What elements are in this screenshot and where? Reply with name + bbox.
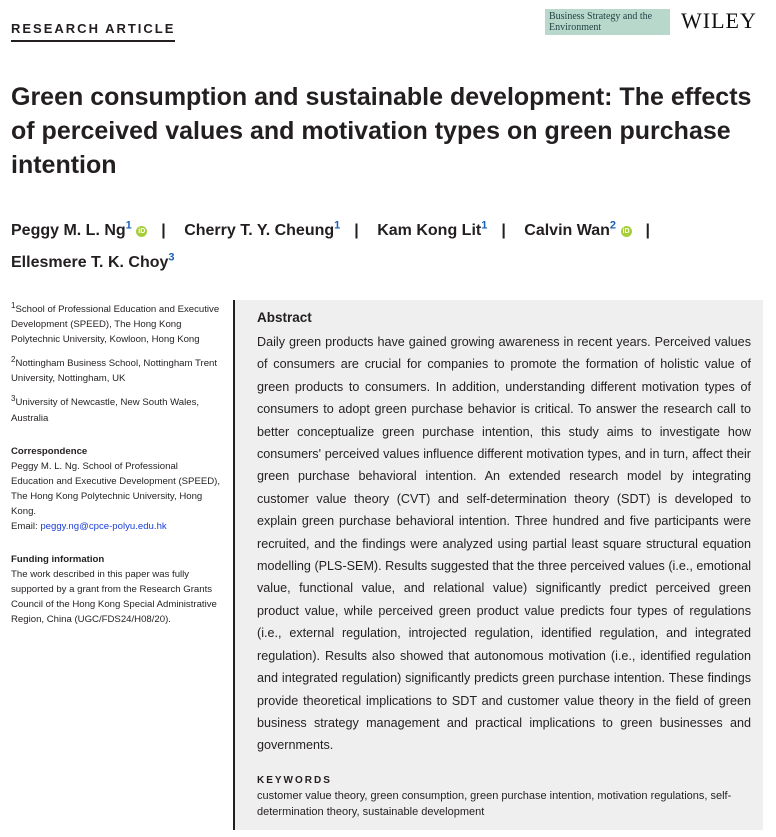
funding: Funding information The work described in… bbox=[11, 553, 217, 625]
author[interactable]: Kam Kong Lit1 bbox=[377, 220, 488, 240]
affiliation: 3University of Newcastle, New South Wale… bbox=[11, 394, 200, 424]
email-link[interactable]: peggy.ng@cpce-polyu.edu.hk bbox=[40, 520, 167, 532]
abstract-text: Daily green products have gained growing… bbox=[257, 335, 751, 753]
article-type-label: RESEARCH ARTICLE bbox=[11, 21, 176, 42]
author[interactable]: Cherry T. Y. Cheung1 bbox=[184, 220, 341, 240]
keywords-text: customer value theory, green consumption… bbox=[257, 789, 732, 818]
sidebar-info: 1School of Professional Education and Ex… bbox=[11, 298, 221, 632]
abstract-heading: Abstract bbox=[257, 310, 312, 325]
article-title: Green consumption and sustainable develo… bbox=[11, 83, 752, 179]
correspondence: Correspondence Peggy M. L. Ng. School of … bbox=[11, 445, 221, 532]
keywords-heading: KEYWORDS bbox=[257, 774, 332, 786]
author[interactable]: Ellesmere T. K. Choy3 bbox=[11, 251, 175, 271]
affiliation: 1School of Professional Education and Ex… bbox=[11, 301, 220, 346]
author[interactable]: Calvin Wan2 iD bbox=[524, 220, 632, 240]
orcid-icon[interactable]: iD bbox=[620, 226, 632, 238]
publisher-logo: WILEY bbox=[681, 8, 757, 33]
author-list: Peggy M. L. Ng1 iD | Cherry T. Y. Cheung1… bbox=[11, 220, 650, 271]
journal-logo: Business Strategy and the Environment bbox=[545, 9, 670, 35]
abstract-box: Abstract Daily green products have gaine… bbox=[233, 300, 763, 830]
orcid-icon[interactable]: iD bbox=[136, 226, 148, 238]
affiliation: 2Nottingham Business School, Nottingham … bbox=[11, 355, 218, 385]
author[interactable]: Peggy M. L. Ng1 iD bbox=[11, 220, 148, 240]
